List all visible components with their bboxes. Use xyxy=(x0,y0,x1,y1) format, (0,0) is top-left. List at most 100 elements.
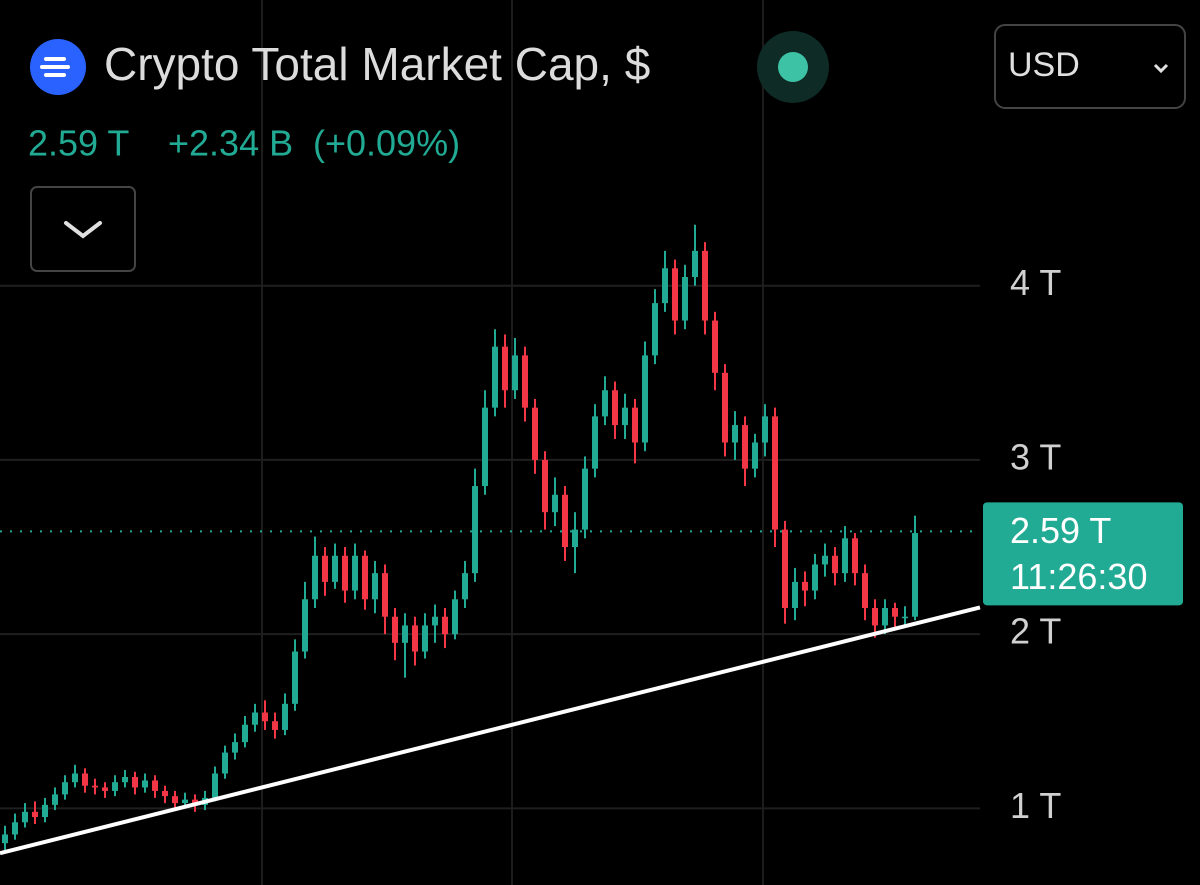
candle-body xyxy=(52,794,58,805)
candle-body xyxy=(622,407,628,426)
candle-body xyxy=(352,555,358,591)
candle-body xyxy=(112,782,118,791)
candle-body xyxy=(492,346,498,408)
price: 2.59 T xyxy=(28,123,129,164)
candle-body xyxy=(672,268,678,321)
candle-body xyxy=(892,608,898,617)
y-tick-label: 4 T xyxy=(1010,262,1061,303)
candle-body xyxy=(232,742,238,753)
candle-body xyxy=(332,555,338,582)
candle-body xyxy=(872,608,878,626)
candle-body xyxy=(172,796,178,804)
candle-body xyxy=(482,407,488,487)
candle-body xyxy=(362,555,368,600)
candle-body xyxy=(122,776,128,783)
currency-select[interactable] xyxy=(994,24,1186,109)
candle-body xyxy=(32,811,38,818)
candle-body xyxy=(72,773,78,783)
candle-body xyxy=(762,416,768,443)
candle-body xyxy=(62,782,68,795)
logo-mark xyxy=(40,57,70,77)
candle-body xyxy=(372,573,378,600)
price-tag-time: 11:26:30 xyxy=(1010,556,1147,597)
candle-body xyxy=(562,494,568,548)
candle-body xyxy=(702,250,708,321)
collapse-button[interactable] xyxy=(30,186,136,272)
candle-body xyxy=(682,276,688,321)
price-tag xyxy=(983,502,1183,606)
candle-body xyxy=(532,407,538,460)
candle-body xyxy=(142,780,148,788)
candle-body xyxy=(582,468,588,530)
candle-body xyxy=(182,799,188,804)
candle-body xyxy=(462,573,468,600)
y-tick-label: 1 T xyxy=(1010,785,1061,826)
change: +2.34 B xyxy=(168,123,293,164)
candle-body xyxy=(42,804,48,818)
y-tick-label: 2 T xyxy=(1010,611,1061,652)
candle-body xyxy=(212,773,218,798)
candle-body xyxy=(802,581,808,591)
candle-body xyxy=(512,355,518,391)
candle-body xyxy=(382,573,388,617)
candle-body xyxy=(322,555,328,582)
candle-body xyxy=(432,616,438,626)
candle-body xyxy=(742,425,748,469)
candle-body xyxy=(642,355,648,443)
candle-body xyxy=(312,555,318,600)
candle-body xyxy=(902,616,908,619)
candle-body xyxy=(852,538,858,574)
candle-body xyxy=(152,780,158,791)
candle-body xyxy=(632,407,638,443)
candle-body xyxy=(82,773,88,786)
select-chevron xyxy=(1153,63,1169,74)
candle-body xyxy=(12,822,18,835)
collapse-chevron xyxy=(64,221,102,239)
price-tag-value: 2.59 T xyxy=(1010,510,1111,551)
candle-body xyxy=(502,346,508,391)
candle-body xyxy=(272,721,278,730)
candle-body xyxy=(262,712,268,722)
currency: USD xyxy=(1008,46,1080,84)
candle-body xyxy=(452,599,458,635)
header: Crypto Total Market Cap, $ USD 2.59 T +2… xyxy=(28,24,1186,272)
candle-body xyxy=(882,608,888,626)
candle-body xyxy=(732,425,738,443)
candle-body xyxy=(402,625,408,643)
candle-body xyxy=(662,268,668,304)
candle-body xyxy=(692,250,698,277)
candle-body xyxy=(92,785,98,788)
candle-body xyxy=(572,529,578,548)
candle-body xyxy=(2,834,8,844)
candle-body xyxy=(342,555,348,591)
candle-body xyxy=(472,486,478,574)
candle-body xyxy=(242,724,248,743)
candle-body xyxy=(842,538,848,574)
candle-body xyxy=(772,416,778,530)
candle-body xyxy=(292,651,298,704)
candle-body xyxy=(752,442,758,469)
candle-body xyxy=(442,616,448,635)
status-dot xyxy=(778,52,808,82)
candle-body xyxy=(162,790,168,797)
candle-body xyxy=(792,581,798,609)
candle-body xyxy=(132,776,138,788)
y-tick-label: 3 T xyxy=(1010,436,1061,477)
candle-body xyxy=(222,752,228,774)
candle-body xyxy=(652,303,658,356)
candle-body xyxy=(252,712,258,725)
candle-body xyxy=(282,703,288,730)
candle-body xyxy=(422,625,428,652)
candle-body xyxy=(602,390,608,417)
candle-body xyxy=(392,616,398,643)
candle-body xyxy=(812,564,818,591)
trendline xyxy=(0,605,981,856)
candle-body xyxy=(302,599,308,652)
candle-body xyxy=(102,787,108,791)
candle-body xyxy=(612,390,618,426)
candle-body xyxy=(412,625,418,652)
candle-body xyxy=(552,494,558,513)
